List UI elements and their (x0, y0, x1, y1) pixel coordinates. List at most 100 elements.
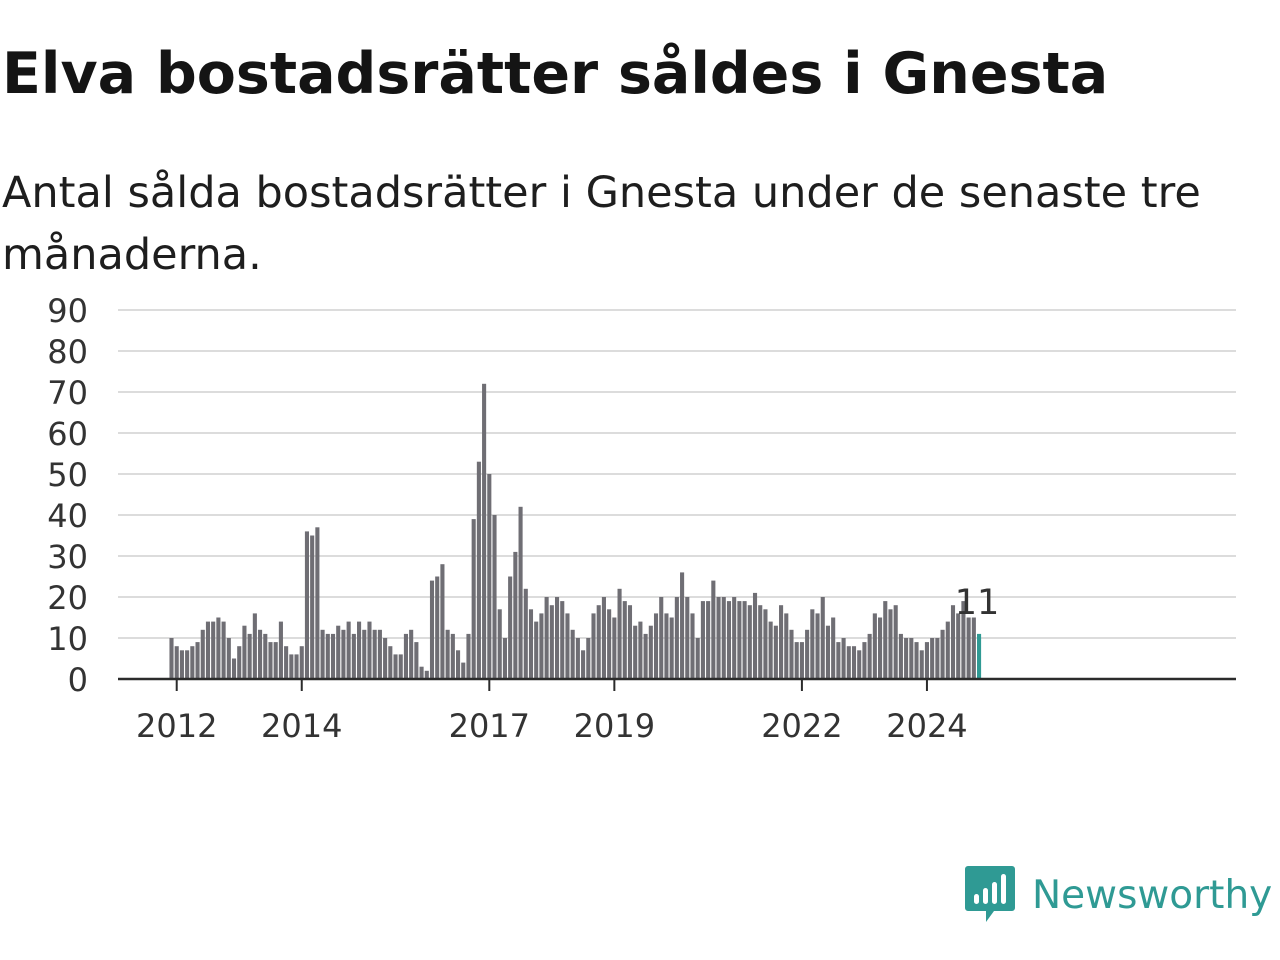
bar (377, 629, 382, 679)
y-tick-label: 90 (47, 292, 88, 330)
bar (773, 625, 778, 679)
bar (950, 605, 956, 679)
bar (752, 592, 758, 679)
bar (456, 650, 461, 679)
x-tick-label: 2012 (136, 707, 217, 745)
bar (961, 601, 966, 679)
x-tick-label: 2022 (761, 707, 842, 745)
bar (508, 576, 513, 679)
bar (242, 625, 247, 679)
x-tick-label: 2014 (261, 707, 342, 745)
bar (383, 638, 388, 679)
chart-subtitle: Antal sålda bostadsrätter i Gnesta under… (2, 168, 1201, 280)
bar (476, 461, 481, 679)
newsworthy-logo-icon (965, 866, 1015, 922)
bar (310, 535, 315, 679)
newsworthy-logo[interactable]: Newsworthy (964, 864, 1272, 926)
bar (867, 633, 872, 679)
bar (169, 638, 174, 679)
y-tick-label: 10 (47, 620, 88, 658)
bar (612, 617, 617, 679)
bar (575, 638, 580, 679)
bar (414, 642, 419, 679)
bar (909, 638, 914, 679)
bar (570, 629, 575, 679)
bar (971, 617, 976, 679)
bar (862, 642, 867, 679)
bar (450, 633, 455, 679)
bar (513, 551, 518, 679)
bar (263, 633, 268, 679)
bar (273, 642, 278, 679)
bar (461, 662, 466, 679)
bar (810, 609, 815, 679)
bar (445, 629, 450, 679)
bar (429, 580, 435, 679)
bar (904, 638, 909, 679)
bar (706, 601, 711, 679)
bar (763, 609, 768, 679)
bar (914, 642, 919, 679)
bar-latest (977, 633, 982, 679)
bar (747, 605, 752, 679)
bar (497, 609, 502, 679)
bar (216, 617, 221, 679)
bar (304, 531, 310, 679)
bar (398, 654, 403, 679)
bar (607, 609, 612, 679)
bar (185, 650, 190, 679)
bar (820, 597, 825, 679)
bar (700, 601, 705, 679)
bar (779, 605, 784, 679)
bar (638, 621, 643, 679)
bar (565, 613, 570, 679)
bar (523, 588, 528, 679)
bar (544, 597, 549, 679)
chart-title: Elva bostadsrätter såldes i Gnesta (2, 41, 1109, 107)
bar (581, 650, 586, 679)
bar (320, 629, 325, 679)
bar (726, 601, 732, 679)
bar (471, 519, 476, 679)
y-tick-label: 50 (47, 456, 88, 494)
y-tick-label: 80 (47, 333, 88, 371)
bar (711, 580, 716, 679)
bar (924, 642, 929, 679)
bar (680, 572, 685, 679)
bar (247, 633, 252, 679)
bar (221, 621, 226, 679)
bar (596, 605, 601, 679)
bar (289, 654, 294, 679)
bar (664, 613, 669, 679)
bar (539, 613, 544, 679)
bar (549, 605, 554, 679)
y-tick-label: 40 (47, 497, 88, 535)
bar (669, 617, 674, 679)
bar (466, 633, 471, 679)
bar (424, 670, 429, 679)
bar (617, 588, 622, 679)
bar (898, 633, 903, 679)
bar (794, 642, 799, 679)
bar (883, 601, 888, 679)
bar (560, 601, 565, 679)
bar (179, 650, 184, 679)
bar (815, 613, 820, 679)
bar (805, 629, 810, 679)
bar (195, 642, 200, 679)
bar (403, 633, 408, 679)
bar (482, 383, 487, 679)
bar (930, 638, 935, 679)
bar (695, 638, 700, 679)
bar (841, 638, 846, 679)
bar (435, 576, 440, 679)
bar (857, 650, 862, 679)
bar (674, 597, 679, 679)
bar (956, 613, 961, 679)
bar (372, 629, 377, 679)
bar (357, 621, 362, 679)
bar (784, 613, 789, 679)
bar (200, 629, 205, 679)
bar (919, 650, 924, 679)
